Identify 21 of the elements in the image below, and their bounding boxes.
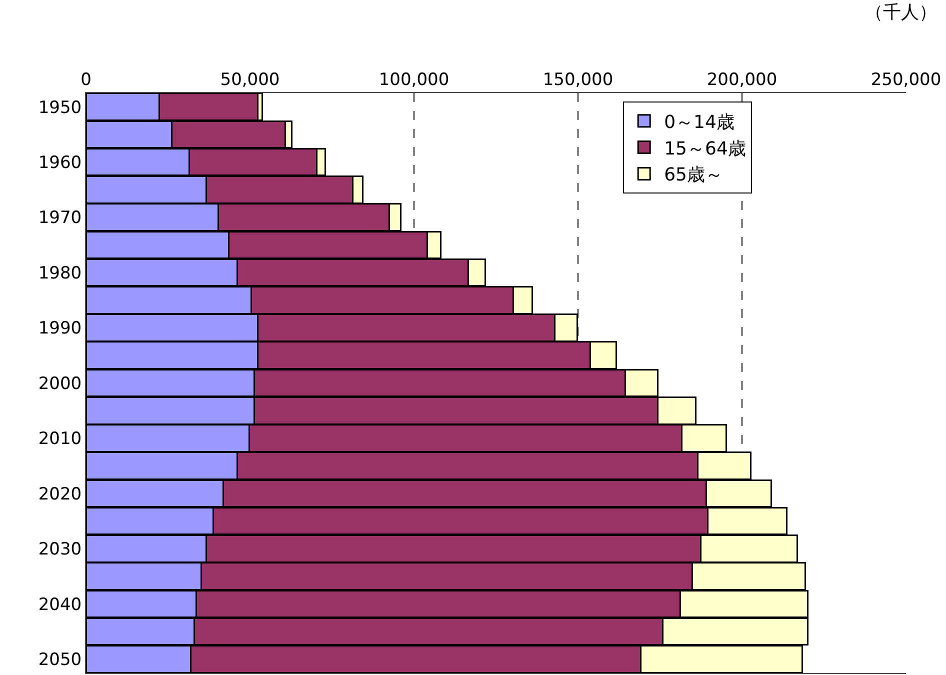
y-tick-label: 2000 (38, 374, 82, 394)
x-tick-label: 250,000 (870, 70, 942, 90)
legend-label: 65歳～ (664, 164, 724, 186)
y-tick-label: 1970 (38, 208, 82, 228)
y-tick-label: 1960 (38, 153, 82, 173)
y-tick-label: 2020 (38, 484, 82, 504)
legend-label: 15～64歳 (664, 138, 746, 160)
x-axis-title: （千人） (865, 2, 937, 23)
y-tick-label: 2030 (38, 540, 82, 560)
x-tick-label: 0 (80, 70, 92, 90)
y-tick-label: 2040 (38, 594, 82, 615)
x-tick-label: 200,000 (706, 70, 778, 90)
x-tick-label: 150,000 (542, 70, 614, 90)
y-tick-label: 2010 (38, 429, 82, 450)
legend-label: 0～14歳 (664, 112, 734, 133)
y-tick-label: 1990 (38, 318, 82, 339)
y-tick-label: 2050 (38, 650, 82, 670)
x-tick-label: 50,000 (220, 70, 280, 90)
y-tick-label: 1950 (38, 98, 82, 118)
y-tick-label: 1980 (38, 263, 82, 284)
x-tick-label: 100,000 (378, 70, 450, 90)
